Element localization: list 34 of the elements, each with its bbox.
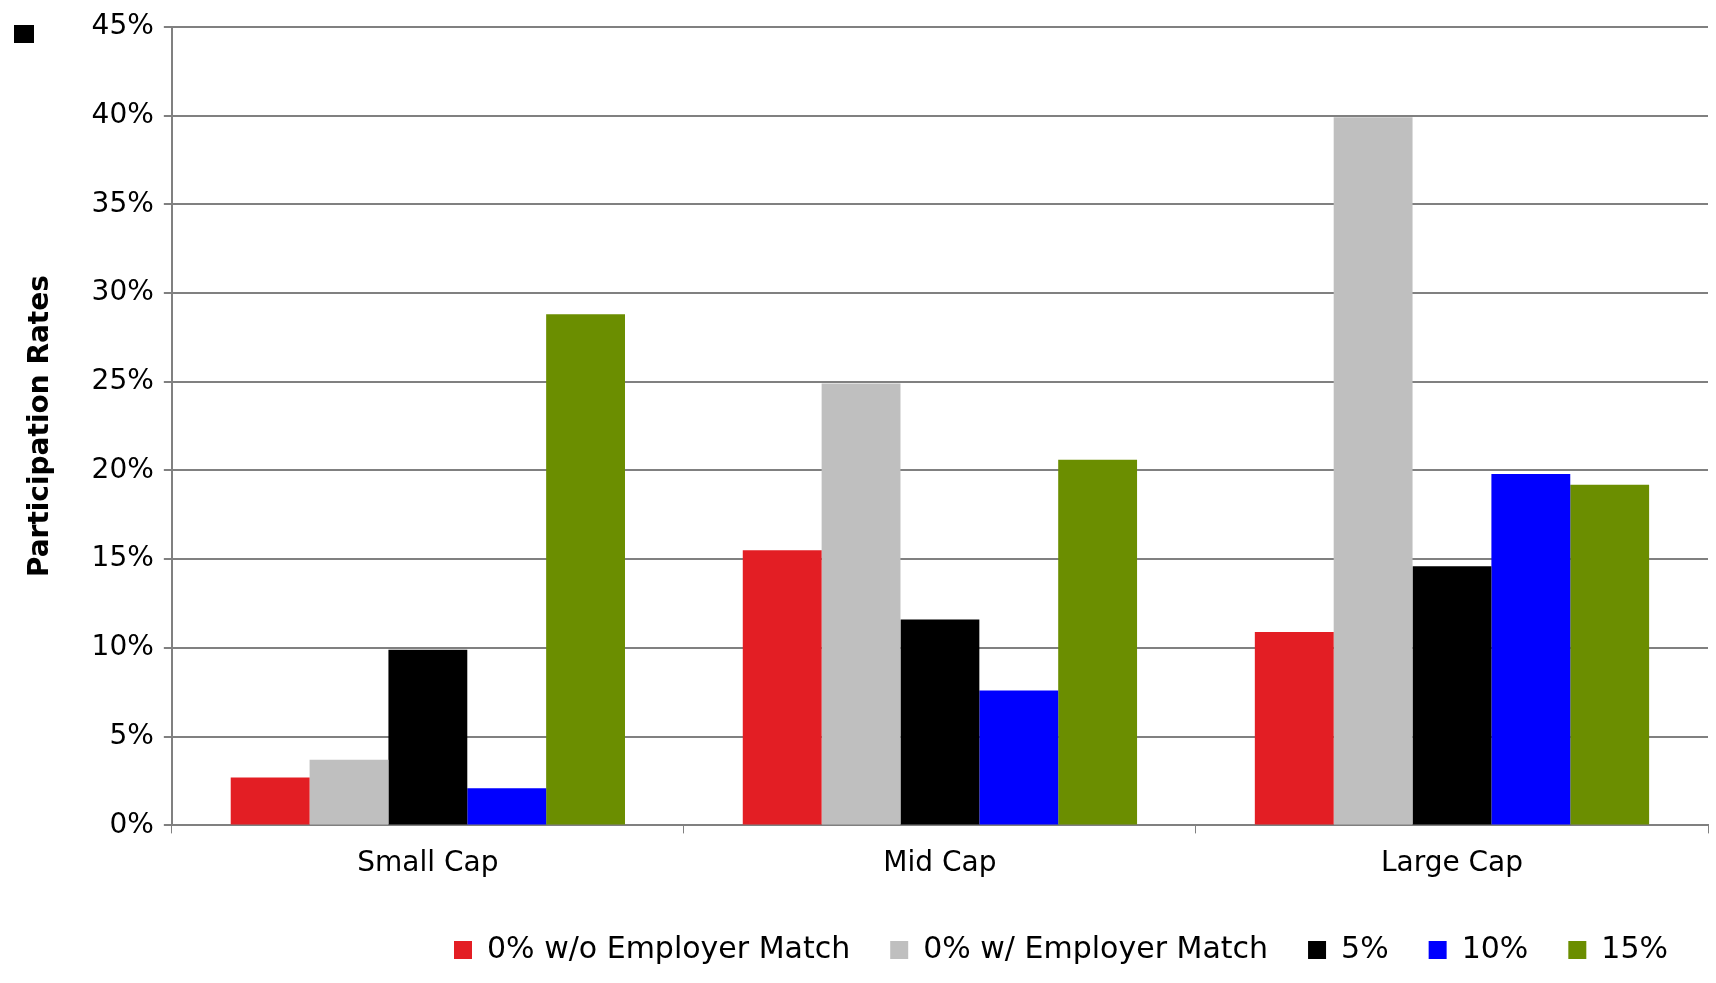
x-tick-label: Large Cap [1380, 845, 1524, 879]
y-tick-label: 30% [91, 274, 154, 308]
bar [230, 777, 310, 825]
bar [467, 788, 547, 825]
y-tick-label: 15% [91, 540, 154, 574]
y-axis-title: Participation Rates [22, 275, 56, 578]
legend-label: 15% [1601, 929, 1669, 965]
x-tick-label: Small Cap [357, 845, 499, 879]
y-tick-label: 5% [109, 717, 154, 751]
y-tick-label: 25% [91, 363, 154, 397]
bar [1254, 631, 1334, 825]
y-tick-label: 45% [91, 8, 154, 42]
bar [742, 550, 822, 825]
bar [1491, 474, 1571, 825]
legend-label: 10% [1461, 929, 1529, 965]
x-tick-label: Mid Cap [883, 845, 997, 879]
bar [309, 759, 389, 825]
bar [1412, 566, 1492, 825]
y-tick-label: 10% [91, 629, 154, 663]
bar [388, 649, 468, 825]
legend-label: 0% w/o Employer Match [487, 929, 851, 965]
legend-label: 5% [1341, 929, 1389, 965]
bar [1570, 484, 1650, 825]
bar [900, 619, 980, 825]
y-tick-label: 40% [91, 96, 154, 130]
bar [821, 383, 901, 825]
bar [1333, 117, 1413, 825]
bar [546, 314, 625, 825]
legend-label: 0% w/ Employer Match [923, 929, 1269, 965]
bar [979, 690, 1059, 825]
y-tick-label: 35% [91, 185, 154, 219]
y-tick-label: 20% [91, 451, 154, 485]
y-tick-label: 0% [109, 806, 154, 840]
bar [1058, 459, 1138, 825]
